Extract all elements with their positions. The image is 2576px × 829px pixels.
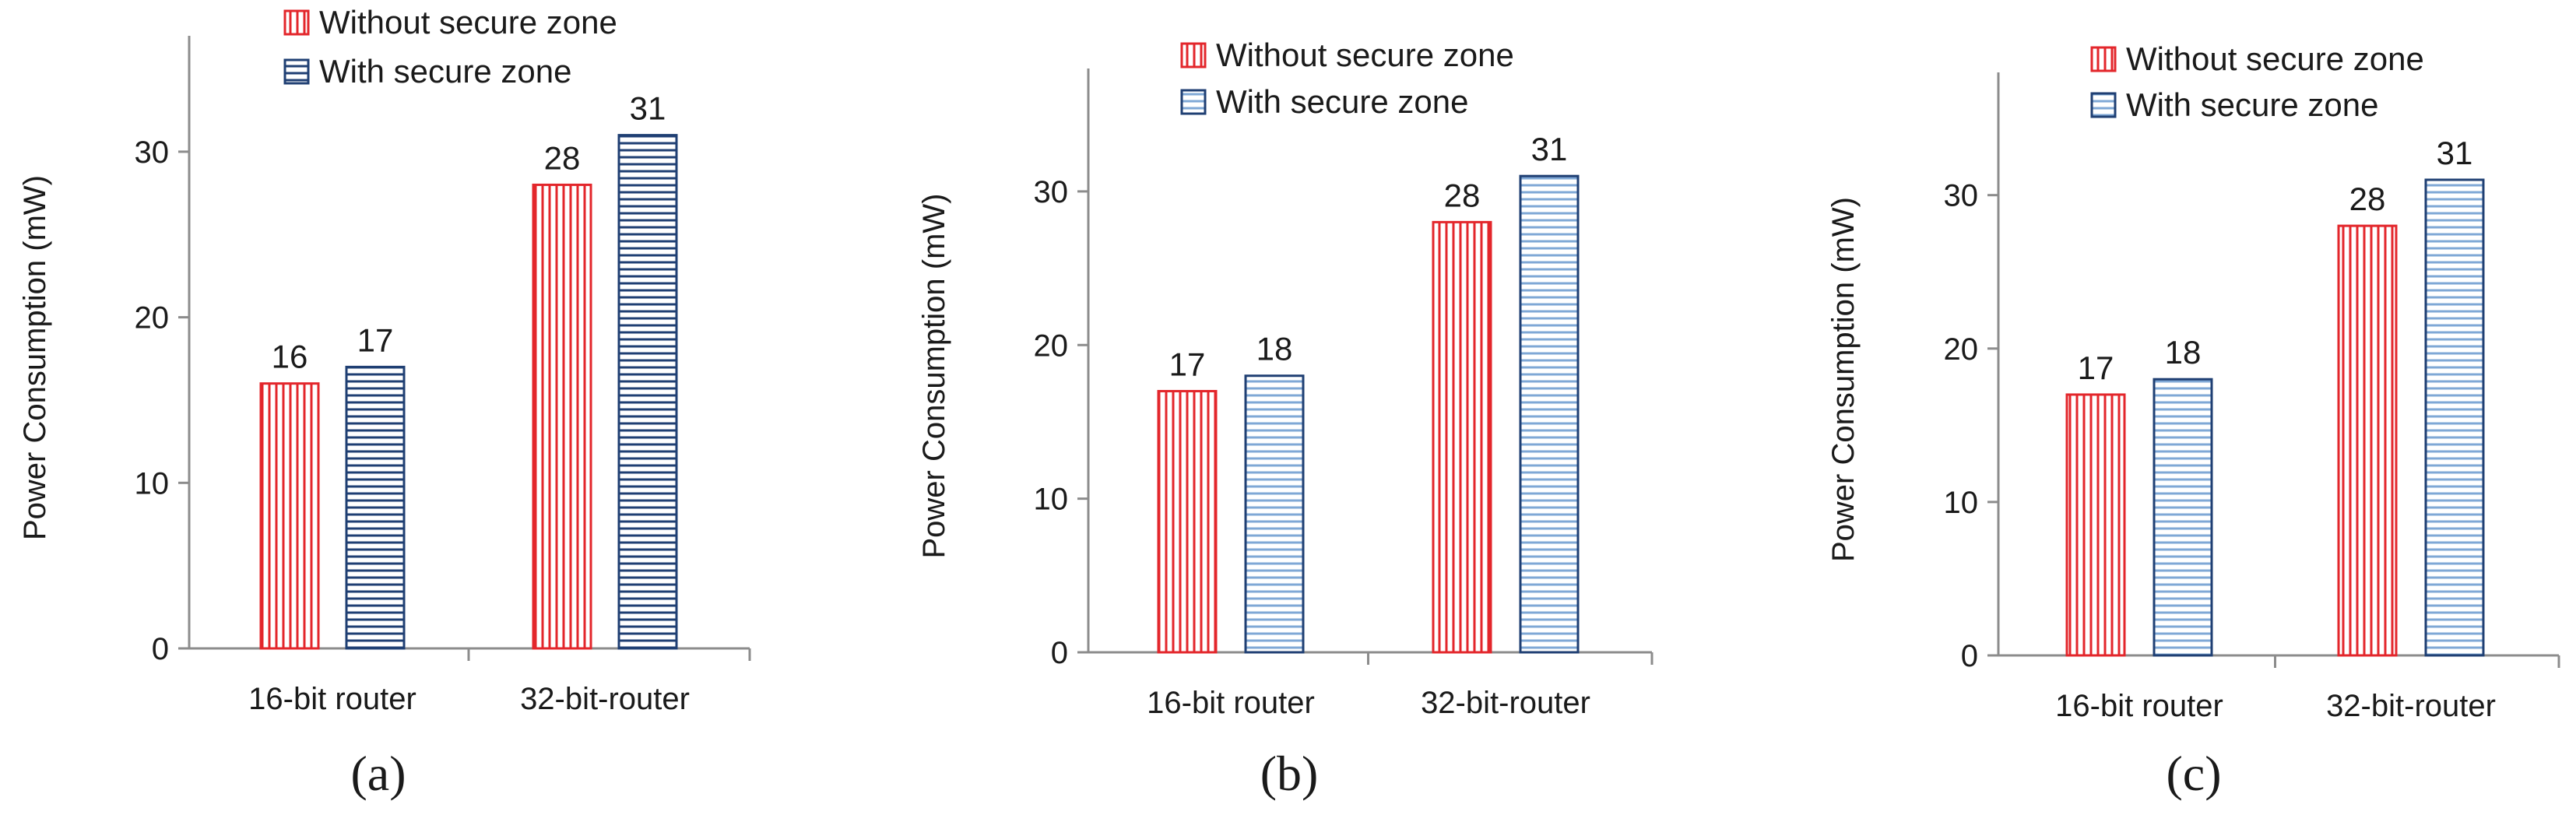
bar-with-secure-zone <box>2153 378 2213 657</box>
y-axis-title: Power Consumption (mW) <box>917 193 951 558</box>
chart-panel-b: 0 10 20 30 16-bit router 32-bit-router 17 28 18 3… <box>917 37 1653 801</box>
y-tick-label: 0 <box>1051 636 1068 670</box>
bar-without-secure-zone <box>2065 393 2126 657</box>
bar-without-secure-zone <box>259 382 320 650</box>
bar-without-secure-zone <box>1432 220 1492 654</box>
data-label: 28 <box>544 139 581 176</box>
chart-panel-a: 0 10 20 30 16-bit router 32-bit-router 16 28 17 3… <box>18 4 751 801</box>
y-tick-label: 0 <box>1961 639 1978 673</box>
bar-without-secure-zone <box>1157 389 1218 654</box>
legend-label: Without secure zone <box>2126 40 2424 77</box>
legend-label: Without secure zone <box>319 4 617 40</box>
legend-swatch <box>2090 46 2117 72</box>
data-label: 17 <box>357 321 394 358</box>
legend-label: Without secure zone <box>1216 37 1514 73</box>
panel-label: (b) <box>1260 746 1319 801</box>
y-tick-label: 30 <box>1944 179 1979 213</box>
bar-with-secure-zone <box>617 134 678 650</box>
y-tick-label: 10 <box>1034 483 1069 517</box>
y-tick-label: 30 <box>1034 175 1069 209</box>
y-tick-label: 10 <box>1944 486 1979 520</box>
y-tick-label: 20 <box>1034 328 1069 363</box>
y-tick-label: 30 <box>135 135 170 170</box>
legend-label: With secure zone <box>2126 86 2378 123</box>
x-category-label: 16-bit router <box>2055 689 2223 723</box>
legend-label: With secure zone <box>319 53 571 90</box>
bar-without-secure-zone <box>2337 224 2398 657</box>
legend-swatch <box>1180 89 1207 115</box>
y-axis-title: Power Consumption (mW) <box>18 175 52 540</box>
bar-with-secure-zone <box>345 365 406 650</box>
y-axis-title: Power Consumption (mW) <box>1826 197 1861 562</box>
data-label: 16 <box>272 339 308 375</box>
panel-label: (c) <box>2166 746 2221 801</box>
y-tick-label: 0 <box>152 632 169 666</box>
x-category-label: 16-bit router <box>248 682 416 716</box>
data-label: 17 <box>1169 346 1206 382</box>
bar-with-secure-zone <box>1244 374 1305 654</box>
data-label: 31 <box>1531 131 1568 167</box>
legend-swatch <box>1180 42 1207 68</box>
bar-with-secure-zone <box>1519 174 1580 654</box>
x-category-label: 32-bit-router <box>1421 686 1590 720</box>
legend-label: With secure zone <box>1216 83 1468 120</box>
data-label: 28 <box>2349 181 2386 217</box>
data-label: 18 <box>2165 334 2202 371</box>
data-label: 17 <box>2078 350 2114 386</box>
legend-swatch <box>283 9 310 36</box>
data-label: 28 <box>1444 177 1481 213</box>
chart-panel-c: 0 10 20 30 16-bit router 32-bit-router 17 28 18 3… <box>1826 40 2560 801</box>
legend-swatch <box>2090 92 2117 118</box>
x-category-label: 16-bit router <box>1147 686 1315 720</box>
bar-with-secure-zone <box>2424 178 2485 657</box>
panel-label: (a) <box>350 746 406 801</box>
legend-swatch <box>283 58 310 85</box>
data-label: 31 <box>2437 135 2473 171</box>
bar-without-secure-zone <box>532 183 592 650</box>
y-tick-label: 10 <box>135 466 170 501</box>
x-category-label: 32-bit-router <box>520 682 690 716</box>
data-label: 18 <box>1256 331 1293 367</box>
y-tick-label: 20 <box>1944 332 1979 367</box>
data-label: 31 <box>630 90 666 127</box>
y-tick-label: 20 <box>135 301 170 335</box>
x-category-label: 32-bit-router <box>2326 689 2496 723</box>
